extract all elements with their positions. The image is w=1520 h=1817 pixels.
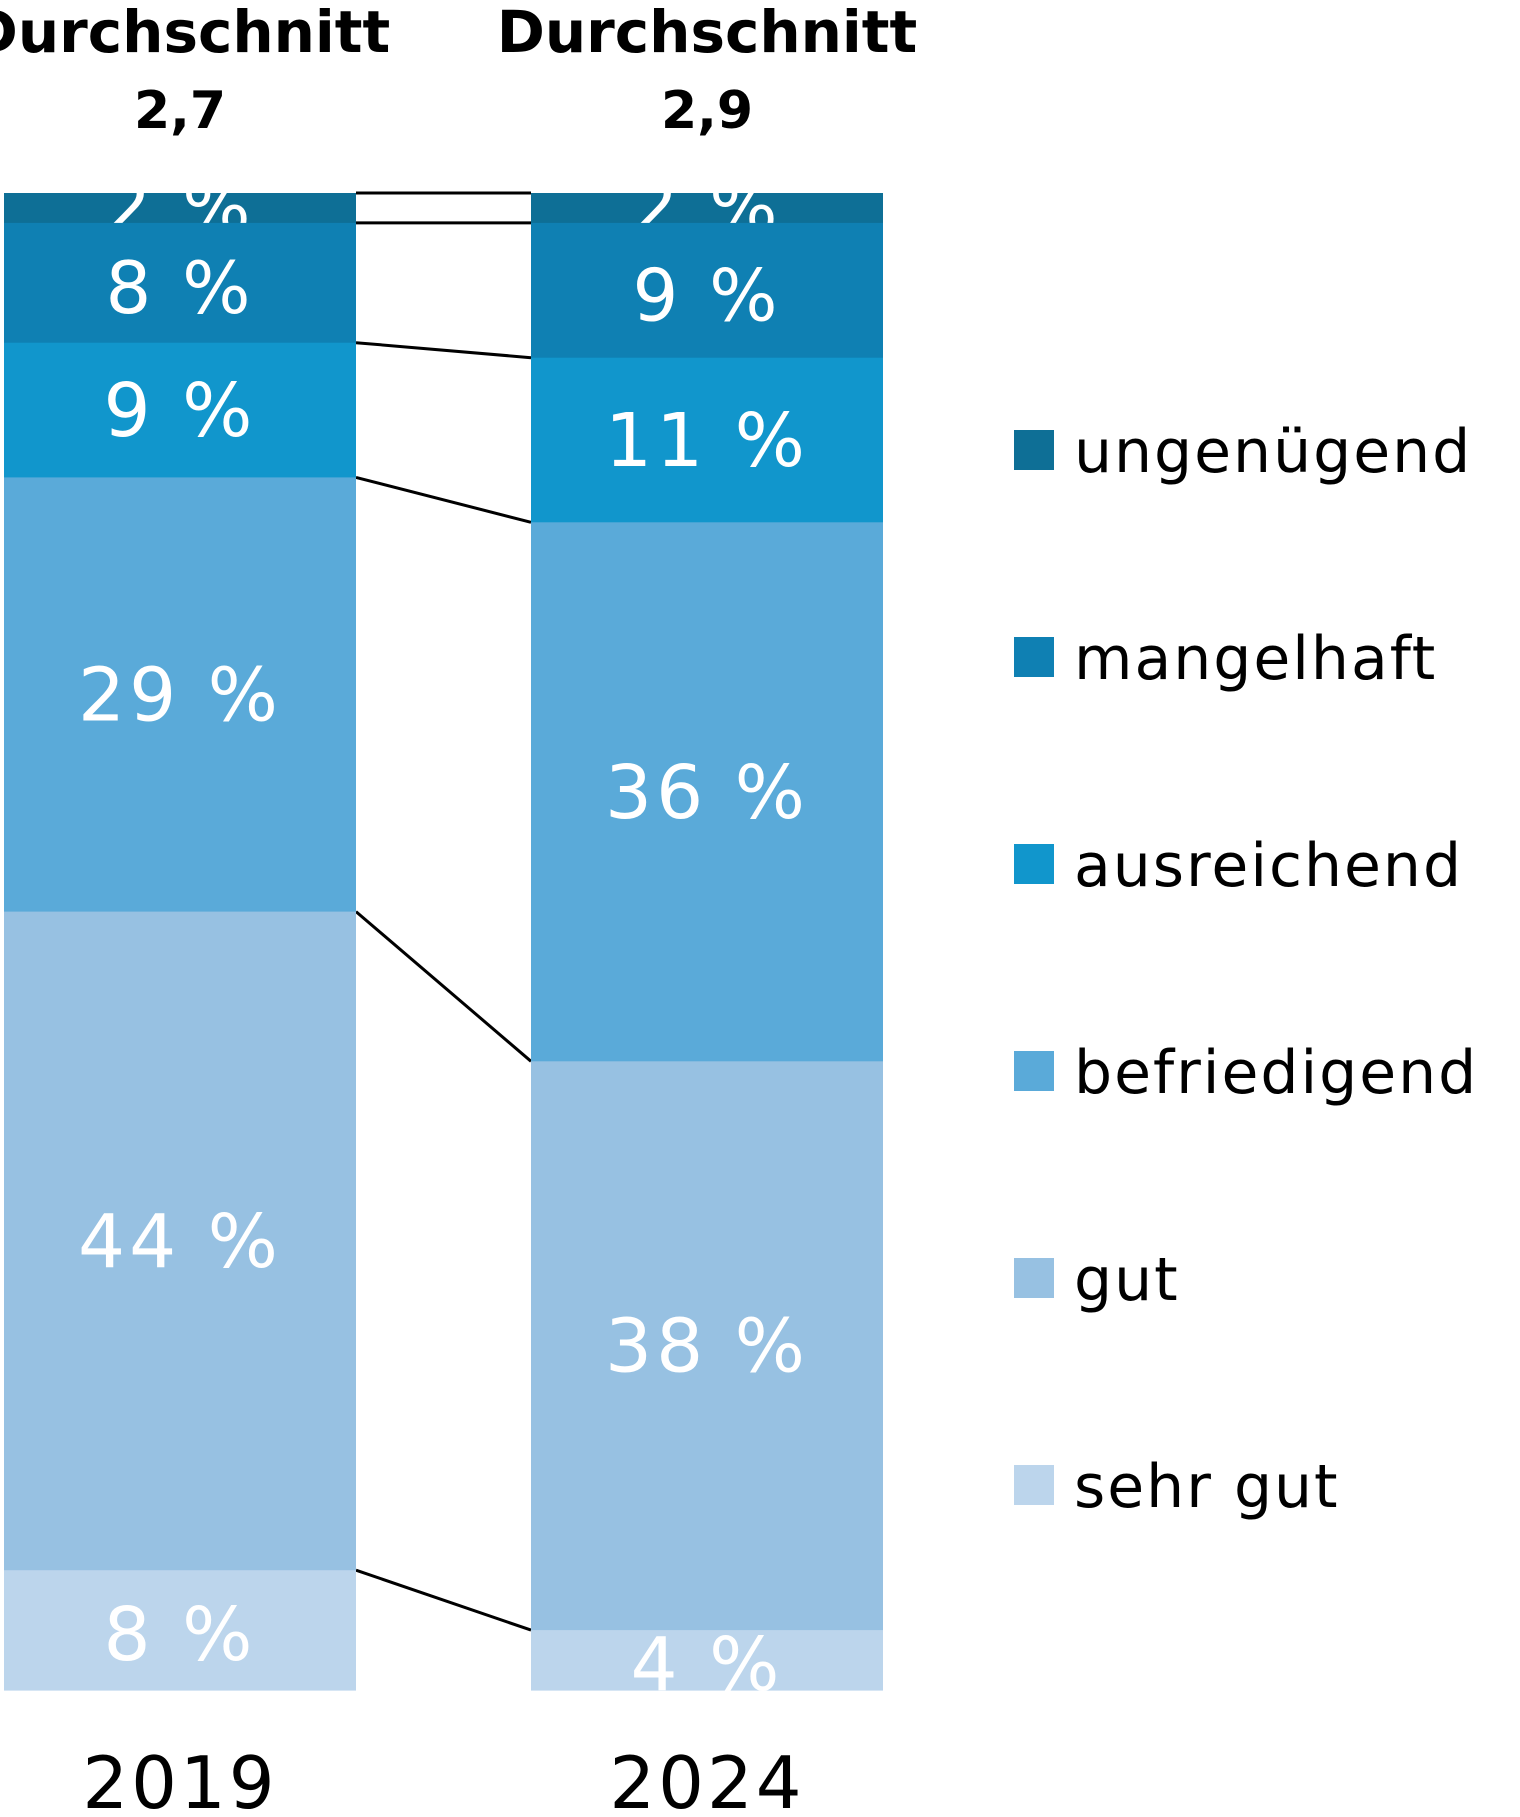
legend-label-3: befriedigend bbox=[1074, 1038, 1478, 1108]
segment-label-2024-2: 11 % bbox=[605, 398, 809, 484]
legend-label-4: gut bbox=[1074, 1245, 1180, 1315]
bar-segment-2019-4 bbox=[4, 911, 356, 1571]
connector-lines bbox=[355, 191, 532, 1632]
segment-label-2024-3: 36 % bbox=[605, 750, 809, 836]
bar-segment-2024-2 bbox=[531, 357, 883, 523]
connector-line-2 bbox=[355, 341, 532, 360]
column-headers: Durchschnitt 2,7 Durchschnitt 2,9 bbox=[0, 0, 917, 141]
segment-label-2024-4: 38 % bbox=[605, 1304, 809, 1390]
segment-label-2024-5: 4 % bbox=[631, 1622, 784, 1708]
bar-segment-2024-5 bbox=[531, 1630, 883, 1691]
average-header-label-2024: Durchschnitt bbox=[497, 0, 918, 66]
connector-line-5 bbox=[355, 1568, 532, 1632]
legend-label-5: sehr gut bbox=[1074, 1452, 1340, 1522]
legend-swatch-1 bbox=[1014, 637, 1054, 677]
bars: 2 %8 %9 %29 %44 %8 %2 %9 %11 %36 %38 %4 … bbox=[4, 165, 883, 1708]
bar-segment-2024-1 bbox=[531, 222, 883, 359]
average-value-2019: 2,7 bbox=[134, 81, 226, 141]
legend-label-1: mangelhaft bbox=[1074, 624, 1437, 694]
category-label-2024: 2024 bbox=[609, 1741, 804, 1817]
legend-swatch-4 bbox=[1014, 1258, 1054, 1298]
segment-label-2019-3: 29 % bbox=[78, 653, 282, 739]
legend-swatch-3 bbox=[1014, 1051, 1054, 1091]
legend-swatch-2 bbox=[1014, 844, 1054, 884]
bar-segment-2019-0 bbox=[4, 193, 356, 224]
bar-segment-2024-0 bbox=[531, 193, 883, 224]
bar-segment-2024-3 bbox=[531, 522, 883, 1062]
connector-line-3 bbox=[355, 475, 532, 524]
average-header-label-2019: Durchschnitt bbox=[0, 0, 390, 66]
legend-label-2: ausreichend bbox=[1074, 831, 1463, 901]
segment-label-2019-5: 8 % bbox=[104, 1592, 257, 1678]
segment-label-2019-1: 8 % bbox=[105, 246, 254, 330]
segment-label-2024-1: 9 % bbox=[632, 253, 781, 337]
segment-label-2019-2: 9 % bbox=[104, 368, 257, 454]
bar-segment-2019-5 bbox=[4, 1570, 356, 1691]
bar-segment-2019-1 bbox=[4, 222, 356, 344]
segment-label-2019-4: 44 % bbox=[78, 1199, 282, 1285]
connector-line-4 bbox=[355, 910, 532, 1063]
category-label-2019: 2019 bbox=[82, 1741, 277, 1817]
bar-segment-2024-4 bbox=[531, 1061, 883, 1631]
legend: ungenügend mangelhaft ausreichend befriedig… bbox=[1014, 417, 1478, 1522]
category-labels: 2019 2024 bbox=[82, 1741, 804, 1817]
bar-segment-2019-3 bbox=[4, 477, 356, 913]
legend-swatch-5 bbox=[1014, 1465, 1054, 1505]
bar-segment-2019-2 bbox=[4, 342, 356, 478]
legend-swatch-0 bbox=[1014, 430, 1054, 470]
average-value-2024: 2,9 bbox=[661, 81, 753, 141]
legend-label-0: ungenügend bbox=[1074, 417, 1472, 487]
